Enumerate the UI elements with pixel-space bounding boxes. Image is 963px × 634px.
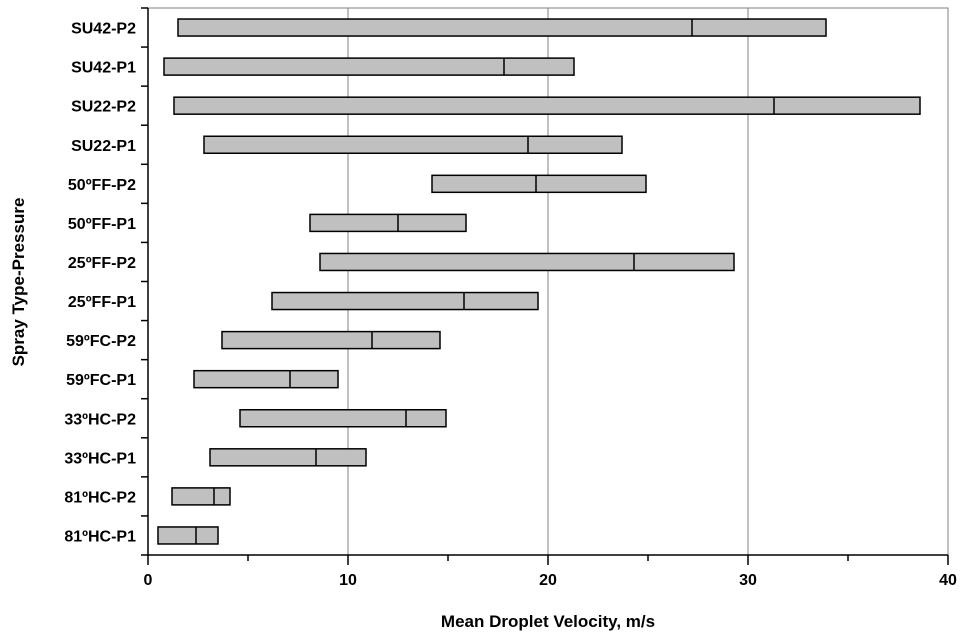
x-tick-label: 10: [339, 572, 357, 589]
range-bar: [431, 174, 647, 194]
y-category-label: 25ºFF-P1: [68, 294, 136, 311]
y-category-labels: 81ºHC-P1 81ºHC-P2 33ºHC-P1 33ºHC-P2 59ºFC-P1…: [64, 21, 136, 546]
range-bar: [221, 330, 441, 350]
y-category-label: 33ºHC-P1: [64, 450, 136, 467]
y-category-label: 33ºHC-P2: [64, 411, 136, 428]
range-bar: [239, 409, 447, 428]
range-bar: [309, 213, 467, 233]
x-tick-label: 0: [144, 572, 153, 589]
range-bar: [209, 448, 367, 467]
x-tick-label: 30: [739, 572, 757, 589]
range-bar: [319, 252, 735, 272]
gridlines: [347, 8, 749, 555]
y-category-label: 25ºFF-P2: [68, 255, 136, 272]
y-category-label: SU42-P1: [71, 60, 136, 77]
y-category-label: 81ºHC-P2: [64, 489, 136, 506]
range-bar: [177, 18, 827, 37]
y-category-label: 81ºHC-P1: [64, 528, 136, 545]
range-bar: [157, 526, 219, 545]
range-bar: [171, 487, 231, 506]
range-bar: [203, 135, 623, 154]
y-category-label: 59ºFC-P2: [66, 333, 136, 350]
x-axis-title: Mean Droplet Velocity, m/s: [441, 612, 655, 631]
range-bar: [173, 96, 921, 115]
y-category-label: SU22-P1: [71, 138, 136, 155]
x-tick-label: 20: [539, 572, 557, 589]
y-category-label: 50ºFF-P2: [68, 177, 136, 194]
range-bar: [193, 369, 339, 389]
range-bar: [163, 57, 575, 76]
x-tick-labels: 0 10 20 30 40: [144, 572, 957, 589]
range-bars: [157, 18, 921, 545]
y-category-label: 50ºFF-P1: [68, 216, 136, 233]
range-bar: [271, 291, 539, 311]
y-axis-title: Spray Type-Pressure: [9, 198, 28, 367]
axes: [141, 7, 949, 565]
x-tick-label: 40: [939, 572, 957, 589]
y-category-label: SU42-P2: [71, 21, 136, 38]
y-category-label: 59ºFC-P1: [66, 372, 136, 389]
y-category-label: SU22-P2: [71, 99, 136, 116]
